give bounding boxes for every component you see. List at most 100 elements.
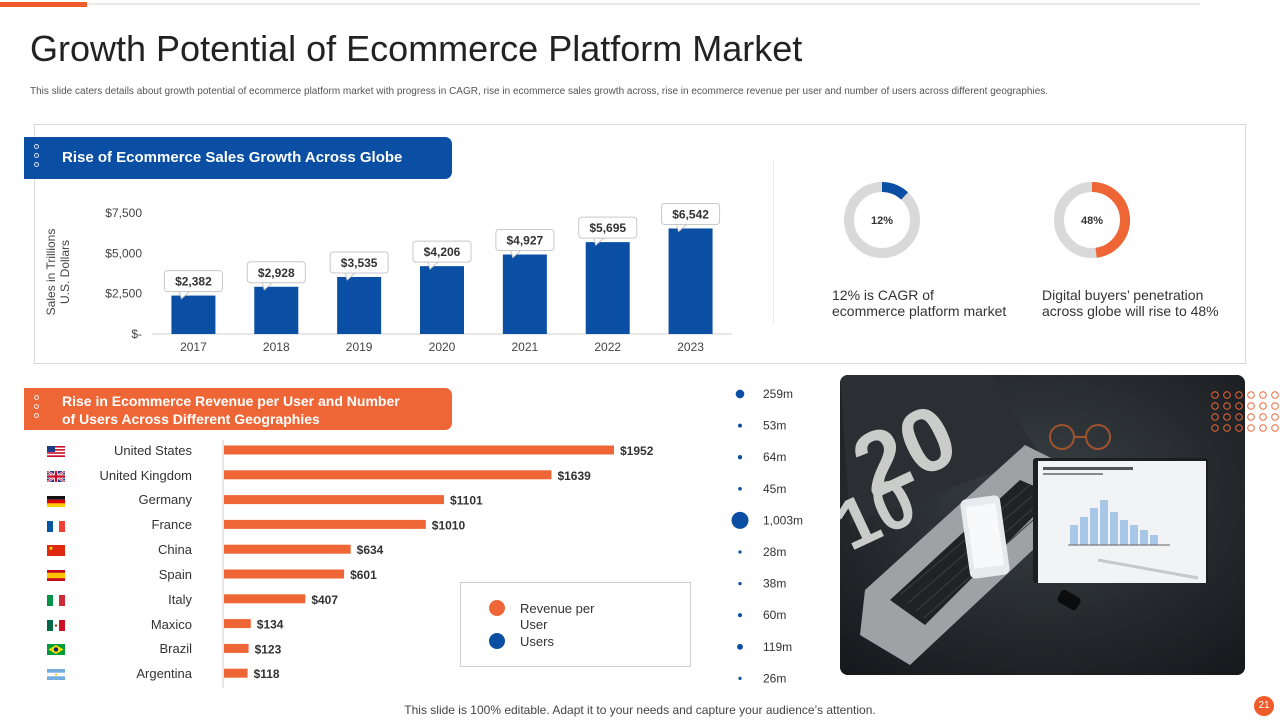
cagr-description-line1: 12% is CAGR of — [832, 287, 934, 303]
x-tick-label: 2022 — [594, 340, 621, 354]
revenue-bar — [224, 495, 444, 505]
sales-section-title: Rise of Ecommerce Sales Growth Across Gl… — [62, 149, 403, 166]
germany-flag-icon — [47, 496, 65, 507]
users-bubble — [738, 550, 742, 554]
revenue-bar — [224, 594, 306, 604]
users-bubble — [738, 486, 742, 491]
country-label: France — [151, 517, 192, 532]
donut-arc — [1091, 182, 1130, 258]
country-label: Italy — [168, 592, 192, 607]
revenue-data-label: $134 — [257, 618, 284, 632]
laptop-photo: 20 10 — [840, 375, 1245, 675]
users-bubble — [737, 613, 743, 618]
revenue-data-label: $634 — [357, 543, 384, 557]
users-bubble — [737, 455, 743, 460]
penetration-donut: 48% — [1054, 182, 1130, 258]
mexico-flag-icon — [47, 620, 65, 631]
data-label: $3,535 — [341, 256, 378, 270]
sales-section-header: Rise of Ecommerce Sales Growth Across Gl… — [24, 137, 452, 179]
sales-bar — [668, 228, 713, 334]
revenue-bar — [224, 445, 614, 455]
geo-section-title-line1: Rise in Ecommerce Revenue per User and N… — [62, 393, 400, 409]
country-label: Spain — [158, 567, 192, 582]
donut-arc — [881, 182, 909, 200]
us-flag-icon — [47, 446, 65, 457]
users-data-label: 64m — [763, 450, 786, 464]
country-label: United Kingdom — [99, 468, 193, 483]
penetration-description: Digital buyers’ penetration across globe… — [1042, 287, 1219, 319]
users-data-label: 38m — [763, 577, 786, 591]
panel-divider — [773, 160, 774, 325]
country-label: Brazil — [159, 641, 192, 656]
revenue-bar-chart: $1952 $1639 $1101 $1010 $634 $601 $407 $134 $123… — [222, 440, 654, 688]
revenue-data-label: $601 — [350, 568, 377, 582]
dot-grid-decoration — [1211, 391, 1279, 432]
revenue-data-label: $1952 — [620, 444, 654, 458]
country-label: Argentina — [136, 666, 192, 681]
users-data-label: 26m — [763, 671, 786, 685]
chart-legend: Revenue per User Users — [460, 582, 691, 667]
data-label: $6,542 — [672, 207, 709, 221]
uk-flag-icon — [47, 471, 65, 482]
users-bubble — [737, 643, 743, 650]
users-bubble — [738, 423, 742, 428]
geo-section-title-line2: of Users Across Different Geographies — [62, 411, 320, 427]
users-data-label: 53m — [763, 419, 786, 433]
sales-bar — [337, 276, 382, 334]
china-flag-icon — [47, 545, 65, 556]
penetration-description-line1: Digital buyers’ penetration — [1042, 287, 1204, 303]
data-label-box — [495, 229, 555, 252]
users-bubble — [735, 389, 745, 399]
users-bubble-chart: 259m 53m 64m 45m 1,003m 28m 38m 60m 119m 26m — [731, 387, 803, 685]
spain-flag-icon — [47, 570, 65, 581]
data-label-box — [412, 240, 472, 263]
penetration-description-line2: across globe will rise to 48% — [1042, 303, 1219, 319]
users-legend-marker — [489, 633, 505, 649]
revenue-bar — [224, 569, 345, 579]
top-accent-bar — [0, 2, 87, 7]
revenue-bar — [224, 643, 249, 653]
y-tick-label: $7,500 — [105, 206, 142, 220]
revenue-legend-label-line2: User — [520, 617, 548, 632]
users-data-label: 45m — [763, 482, 786, 496]
geo-section-header: Rise in Ecommerce Revenue per User and N… — [24, 388, 452, 430]
y-tick-label: $- — [131, 327, 142, 341]
data-label: $4,927 — [507, 234, 544, 248]
revenue-bar — [224, 544, 351, 554]
users-bubble — [738, 581, 742, 586]
data-label-pointer — [261, 282, 274, 291]
users-data-label: 28m — [763, 545, 786, 559]
cagr-description-line2: ecommerce platform market — [832, 303, 1007, 319]
data-label: $2,928 — [258, 266, 295, 280]
data-label: $2,382 — [175, 275, 212, 289]
users-data-label: 119m — [763, 640, 792, 654]
sales-bar — [254, 286, 299, 334]
sales-bar — [585, 242, 630, 334]
x-tick-label: 2019 — [346, 340, 373, 354]
argentina-flag-icon — [47, 669, 65, 680]
footer-note: This slide is 100% editable. Adapt it to… — [404, 703, 876, 717]
country-label: Maxico — [150, 617, 192, 632]
france-flag-icon — [47, 521, 65, 532]
y-axis-label-line1: Sales in Trillions — [44, 229, 58, 316]
revenue-data-label: $118 — [254, 667, 280, 681]
top-rule — [0, 3, 1200, 5]
brazil-flag-icon — [47, 644, 65, 655]
users-data-label: 60m — [763, 608, 786, 622]
users-data-label: 1,003m — [763, 513, 803, 527]
revenue-bar — [224, 668, 248, 678]
x-tick-label: 2021 — [512, 340, 539, 354]
dots-decoration — [34, 144, 40, 171]
users-bubble — [731, 511, 749, 529]
sales-bar — [502, 254, 547, 334]
page-title: Growth Potential of Ecommerce Platform M… — [30, 28, 803, 69]
x-tick-label: 2023 — [677, 340, 704, 354]
data-label-pointer — [344, 272, 357, 281]
italy-flag-icon — [47, 595, 65, 606]
users-legend-label: Users — [520, 634, 554, 649]
revenue-legend-label: Revenue per User — [520, 601, 594, 633]
sales-bar-chart: Sales in Trillions U.S. Dollars $- $2,500… — [44, 202, 732, 354]
revenue-data-label: $1639 — [557, 469, 591, 483]
revenue-data-label: $123 — [255, 642, 282, 656]
revenue-data-label: $1010 — [432, 518, 466, 532]
